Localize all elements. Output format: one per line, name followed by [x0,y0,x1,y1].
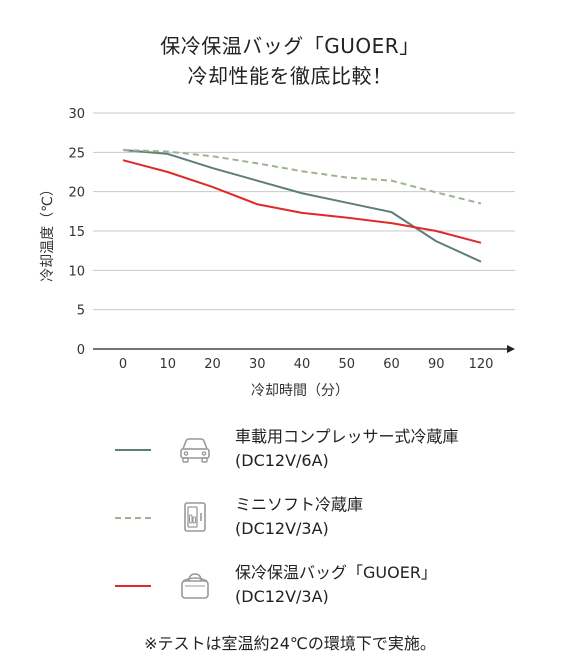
series-lines [122,148,482,263]
chart-title-line1: 保冷保温バッグ「GUOER」 [160,34,420,58]
x-tick-label: 50 [338,357,355,372]
legend-label: 車載用コンプレッサー式冷蔵庫 (DC12V/6A) [235,427,459,470]
y-tick-label: 15 [68,225,85,240]
y-tick-label: 25 [68,146,85,161]
x-tick-label: 0 [119,357,127,372]
mini-fridge-icon [184,502,206,532]
legend-label: ミニソフト冷蔵庫 (DC12V/3A) [235,495,364,538]
legend-label: 保冷保温バッグ「GUOER」 (DC12V/3A) [235,563,437,606]
x-tick-labels: 0 10 20 30 40 50 60 90 120 [119,357,494,372]
x-tick-label: 60 [383,357,400,372]
y-axis-title: 冷却温度（℃） [40,182,56,282]
x-tick-label: 40 [294,357,311,372]
series-line-2 [122,159,482,244]
y-tick-label: 0 [77,343,85,358]
y-tick-labels: 0 5 10 15 20 25 30 [68,107,85,358]
chart-title-line2: 冷却性能を徹底比較！ [187,64,393,88]
legend-item-cooler-bag: 保冷保温バッグ「GUOER」 (DC12V/3A) [115,561,555,611]
y-tick-label: 10 [68,264,85,279]
x-axis-title: 冷却時間（分） [251,383,349,399]
legend-item-compressor-fridge: 車載用コンプレッサー式冷蔵庫 (DC12V/6A) [115,425,555,475]
x-tick-label: 20 [204,357,221,372]
car-icon [180,438,210,463]
gridlines [93,112,515,311]
x-tick-label: 120 [469,357,494,372]
y-tick-label: 5 [77,304,85,319]
x-tick-label: 10 [159,357,176,372]
legend-item-mini-fridge: ミニソフト冷蔵庫 (DC12V/3A) [115,493,555,543]
legend-swatch-solid-green [115,449,151,451]
x-tick-label: 90 [428,357,445,372]
x-axis-arrow [507,345,515,353]
axes [93,345,515,353]
cooler-bag-icon [181,573,209,599]
y-tick-label: 30 [68,107,85,122]
x-tick-label: 30 [249,357,266,372]
series-line-0 [122,148,482,263]
footnote: ※テストは室温約24℃の環境下で実施。 [144,634,436,653]
series-line-1 [122,148,482,205]
legend-swatch-dashed-light-green [115,517,151,519]
y-tick-label: 20 [68,186,85,201]
legend-swatch-solid-red [115,585,151,587]
